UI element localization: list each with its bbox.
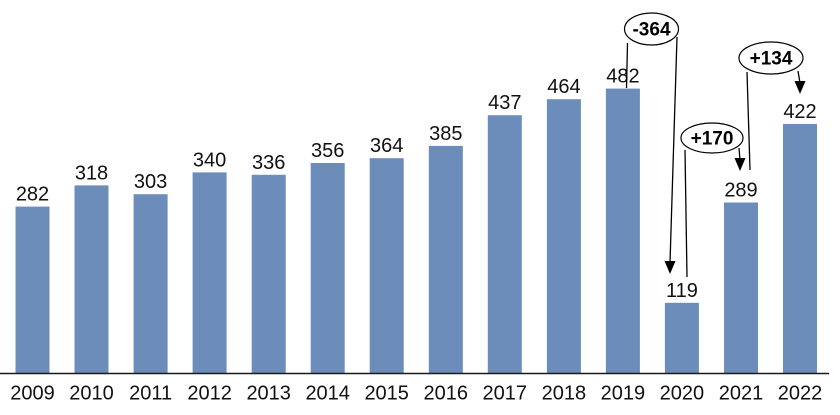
x-axis-label: 2010 bbox=[69, 383, 114, 405]
bar bbox=[487, 115, 522, 373]
bar bbox=[15, 206, 50, 373]
annotation-arrowhead-icon bbox=[734, 158, 746, 171]
bar-value-label: 119 bbox=[666, 280, 698, 302]
x-axis-label: 2014 bbox=[305, 383, 350, 405]
annotation-connector-line bbox=[625, 42, 629, 89]
annotation-ellipse bbox=[680, 122, 744, 154]
bar-value-label: 340 bbox=[193, 149, 226, 171]
annotation-connector-line bbox=[746, 71, 751, 171]
bar bbox=[546, 99, 581, 373]
bar-value-label: 336 bbox=[252, 152, 285, 174]
x-axis-label: 2021 bbox=[719, 383, 764, 405]
bar-value-label: 356 bbox=[311, 140, 344, 162]
bar-value-label: 464 bbox=[547, 76, 580, 98]
x-axis-label: 2011 bbox=[129, 383, 172, 405]
bar-value-label: 364 bbox=[370, 135, 403, 157]
x-axis-label: 2019 bbox=[601, 383, 646, 405]
bar-value-label: 385 bbox=[429, 123, 462, 145]
x-axis-label: 2013 bbox=[246, 383, 291, 405]
annotation-arrowhead-icon bbox=[664, 261, 676, 274]
bar bbox=[605, 88, 640, 373]
x-axis-label: 2009 bbox=[10, 383, 55, 405]
annotation-label: +170 bbox=[691, 129, 734, 150]
bar-value-label: 437 bbox=[488, 92, 521, 114]
annotation-ellipse bbox=[738, 41, 804, 75]
bar bbox=[428, 145, 463, 373]
x-axis-label: 2020 bbox=[660, 383, 705, 405]
bar bbox=[724, 202, 758, 373]
bar bbox=[133, 194, 168, 373]
x-axis-label: 2016 bbox=[424, 383, 469, 405]
x-axis-label: 2012 bbox=[187, 383, 232, 405]
bar bbox=[192, 172, 227, 373]
bar bbox=[251, 174, 286, 373]
bar-value-label: 303 bbox=[134, 171, 167, 193]
bar bbox=[664, 302, 699, 373]
bar bbox=[783, 124, 817, 373]
x-axis-label: 2018 bbox=[542, 383, 587, 405]
bar-value-label: 422 bbox=[783, 101, 816, 123]
bar bbox=[74, 185, 109, 373]
bar-value-label: 282 bbox=[16, 184, 49, 206]
bar-value-label: 289 bbox=[724, 180, 757, 202]
x-axis-label: 2022 bbox=[778, 383, 823, 405]
bar bbox=[310, 163, 345, 373]
bar-value-label: 482 bbox=[606, 66, 639, 88]
annotation-arrow-line bbox=[669, 36, 678, 264]
bar bbox=[369, 158, 404, 373]
annotation-connector-line bbox=[684, 149, 688, 278]
annotation-label: +134 bbox=[750, 49, 793, 70]
bar-value-label: 318 bbox=[75, 162, 108, 184]
annotation-arrowhead-icon bbox=[794, 81, 806, 94]
x-axis-label: 2015 bbox=[364, 383, 409, 405]
annotation-label: -364 bbox=[632, 20, 670, 41]
x-axis-label: 2017 bbox=[483, 383, 528, 405]
annotation-ellipse bbox=[623, 12, 680, 46]
